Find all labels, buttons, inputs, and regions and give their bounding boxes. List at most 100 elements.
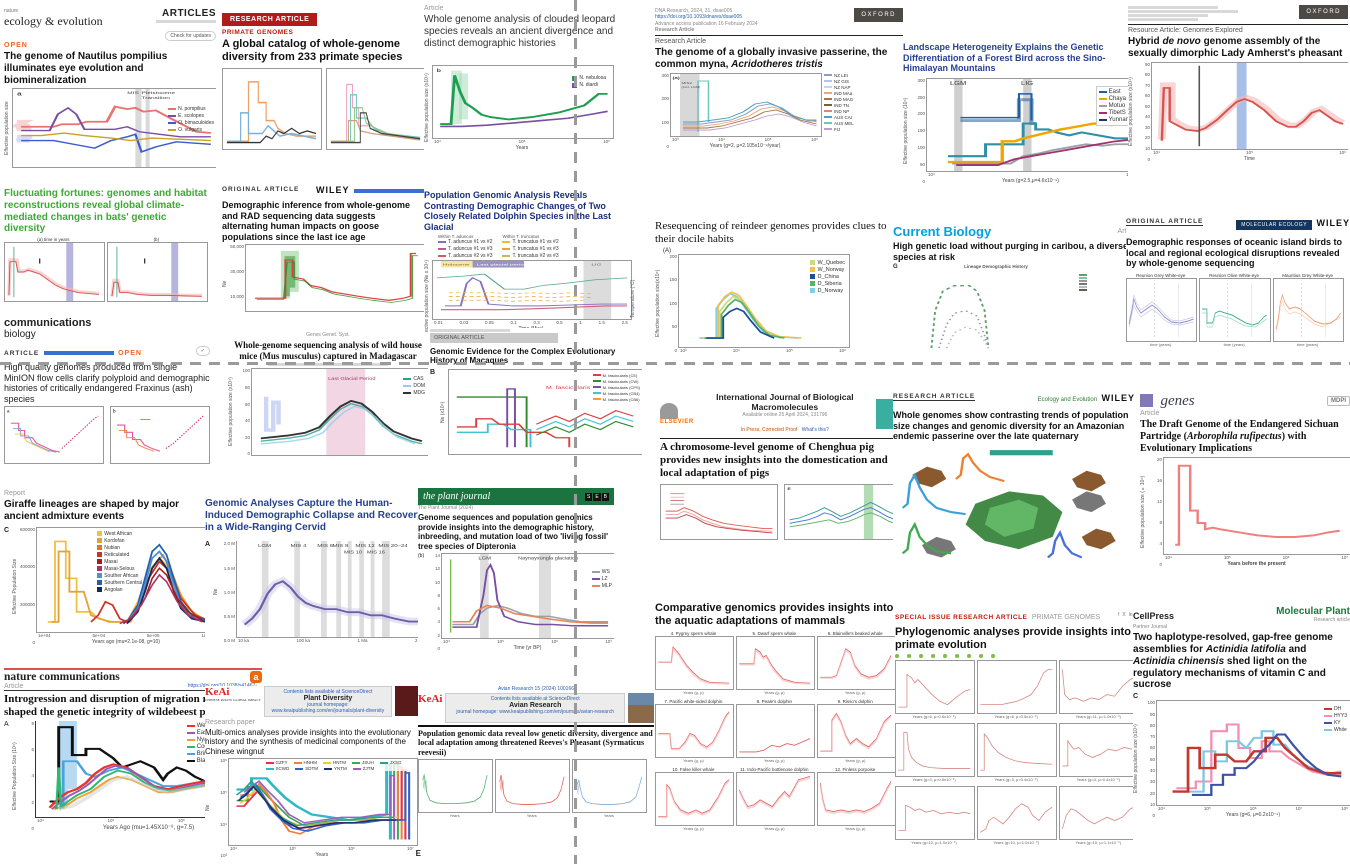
panel-letter: A	[205, 541, 211, 549]
chart-legend: DH HYY3 KY White	[1323, 706, 1347, 733]
paper-island-birds: ORIGINAL ARTICLE MOLECULAR ECOLOGY WILEY…	[1126, 213, 1350, 385]
x-ticks: 0.01 0.03 0.05 0.1 0.3 0.5 1 1.5 2.5	[432, 320, 630, 325]
legend-item: TibetS	[1098, 110, 1129, 116]
kicker: Research paper	[205, 719, 255, 726]
x-ticks: 10³ 10⁴ 10⁵ 10⁶	[678, 348, 848, 353]
paper-aquatic-mammals: Comparative genomics provides insights i…	[655, 600, 903, 862]
paper-cervid: Genomic Analyses Capture the Human-Induc…	[205, 496, 427, 664]
chart-legend: M. fascicularis (CE) M. fascicularis (CW)…	[592, 373, 640, 402]
original-article-bar: ORIGINAL ARTICLE	[430, 333, 558, 343]
y-axis-label: Effective population size (x10⁴)	[424, 74, 430, 143]
panel-letter: C	[1133, 693, 1139, 701]
tick-label: 10⁴	[718, 136, 726, 142]
tick-label: 16	[1156, 478, 1162, 484]
genes-logo-tile	[1140, 394, 1153, 408]
tick-label: 4	[1159, 541, 1162, 547]
x-ticks: 10⁴ 10⁵ 10⁶ 10⁷	[441, 639, 614, 644]
vertical-dashed-guide	[574, 0, 577, 864]
tick-label: 10⁴	[928, 171, 935, 177]
psmc-chart: Last Glacial Period	[251, 368, 428, 457]
mini-chart-panel: Years	[572, 759, 648, 818]
mini-chart-panel: (b) I	[106, 237, 208, 303]
y-axis-label: Effective population size (x10⁴)	[1128, 77, 1134, 146]
doi-link-bar[interactable]	[43, 351, 114, 355]
mini-chart-panel: 4. Pygmy sperm whale Years (g, μ)	[655, 631, 734, 695]
cellpress-logo: CellPress Partner Journal	[1133, 611, 1175, 630]
y-ticks: 100 90 80 70 60 50 40 30 20 10 0	[1141, 700, 1156, 818]
y-axis-label: Effective population size	[4, 101, 10, 156]
tick-label: 20	[1144, 135, 1150, 141]
tick-label: 200	[917, 111, 925, 117]
tick-label: 10⁴	[37, 817, 44, 823]
open-access-label: OPEN	[4, 42, 28, 49]
legend-item: YNTM	[324, 766, 347, 771]
svg-text:I: I	[143, 257, 145, 266]
x-axis-label: Years Ago (mu=1.45X10⁻⁸, g=7.5)	[102, 824, 195, 831]
svg-text:LIG: LIG	[591, 264, 601, 268]
check-updates-chip[interactable]: ✓	[195, 346, 210, 356]
header-citation[interactable]: Avian Research 15 (2024) 100166	[497, 686, 575, 692]
chart-legend: NZ LEI NZ GIS NZ NAP IND MAa IND MAG IND TN IN…	[824, 73, 854, 149]
legend-item: AUS MEL	[824, 121, 854, 126]
kicker: Resource Article: Genomes Explored	[1128, 27, 1243, 34]
legend-item: IND MAG	[824, 97, 854, 102]
mini-chart-panel: Years (g=10, μ=1.1x10⁻⁹)	[1059, 785, 1140, 845]
y-axis-label: Effective population size (x10⁴)	[228, 378, 234, 447]
legend-item: KY	[1323, 720, 1347, 726]
mini-chart-panel: Years (g=6, μ=0.6x10⁻⁹)	[895, 659, 976, 719]
paper-title: Whole-genome sequencing analysis of wild…	[234, 340, 422, 361]
tick-label: 20	[1149, 790, 1155, 796]
tick-label: 10⁴	[1153, 149, 1160, 155]
kicker: ORIGINAL ARTICLE	[222, 185, 300, 193]
journal-logo: communications	[4, 318, 92, 329]
tick-label: 300	[917, 77, 925, 83]
tick-label: 10⁵	[1223, 555, 1231, 561]
tick-label: 90	[1149, 711, 1155, 717]
check-updates-chip[interactable]: Check for updates	[165, 31, 216, 41]
paper-title: Giraffe lineages are shaped by major anc…	[4, 499, 180, 522]
y-axis-label: Effective Population Size	[12, 557, 18, 614]
paper-bats: Fluctuating fortunes: genomes and habita…	[4, 186, 210, 312]
bats-figures: (a) time in years I (b) I	[4, 237, 210, 303]
tick-label: 2	[31, 799, 34, 805]
kicker: PRIMATE GENOMES	[222, 29, 294, 36]
legend-item: M. fascicularis (CB4)	[592, 391, 640, 396]
wiley-logo: WILEY	[1316, 218, 1350, 228]
molecular-ecology-badge: MOLECULAR ECOLOGY	[1236, 220, 1313, 230]
legend-item: NZ LEI	[824, 73, 854, 78]
tick-label: 0.03	[459, 320, 469, 326]
legend-item: MLP	[591, 583, 612, 589]
legend-item: Yunnan	[1098, 117, 1129, 123]
paper-actinidia: CellPress Partner Journal Molecular Plant…	[1133, 606, 1350, 862]
tick-label: 0	[1152, 813, 1155, 819]
paper-title: Multi-omics analyses provide insights in…	[205, 728, 411, 756]
legend-item: DH	[1323, 706, 1347, 712]
y-axis-label: Ne	[222, 281, 228, 288]
tick-label: 100 ka	[296, 638, 310, 644]
legend-item: CAS	[403, 376, 425, 382]
legend-item: SCWD	[265, 766, 289, 771]
tick-label: 10	[1149, 801, 1155, 807]
tick-label: 0.5	[556, 320, 563, 326]
legend-item: W_Norway	[810, 267, 845, 273]
paper-title: Genomic Evidence for the Complex Evoluti…	[430, 347, 616, 366]
tick-label: 60	[1144, 93, 1150, 99]
tick-label: 10⁶	[1282, 555, 1290, 561]
y-ticks: 300 200 100 0	[655, 73, 670, 149]
paper-clouded-leopard: Article Whole genome analysis of clouded…	[424, 5, 636, 183]
tick-label: 70	[1149, 734, 1155, 740]
legend-item: NZ NAP	[824, 85, 854, 90]
wiley-logo: WILEY	[1101, 393, 1135, 403]
tick-label: 100	[661, 119, 669, 125]
whats-this-link[interactable]: What's this?	[801, 427, 829, 434]
svg-text:b: b	[113, 409, 116, 414]
mini-chart-panel: 5. Dwarf sperm whale Years (g, μ)	[735, 631, 815, 695]
tick-label: 50,000	[230, 244, 244, 250]
tick-label: 10⁵	[1246, 149, 1253, 155]
kicker: Article	[1140, 410, 1160, 417]
y2-axis-label: Temperature (°C)	[630, 280, 636, 319]
tick-label: 10⁵	[497, 639, 505, 644]
y-ticks: 300 250 200 150 100 50 0	[911, 78, 926, 184]
